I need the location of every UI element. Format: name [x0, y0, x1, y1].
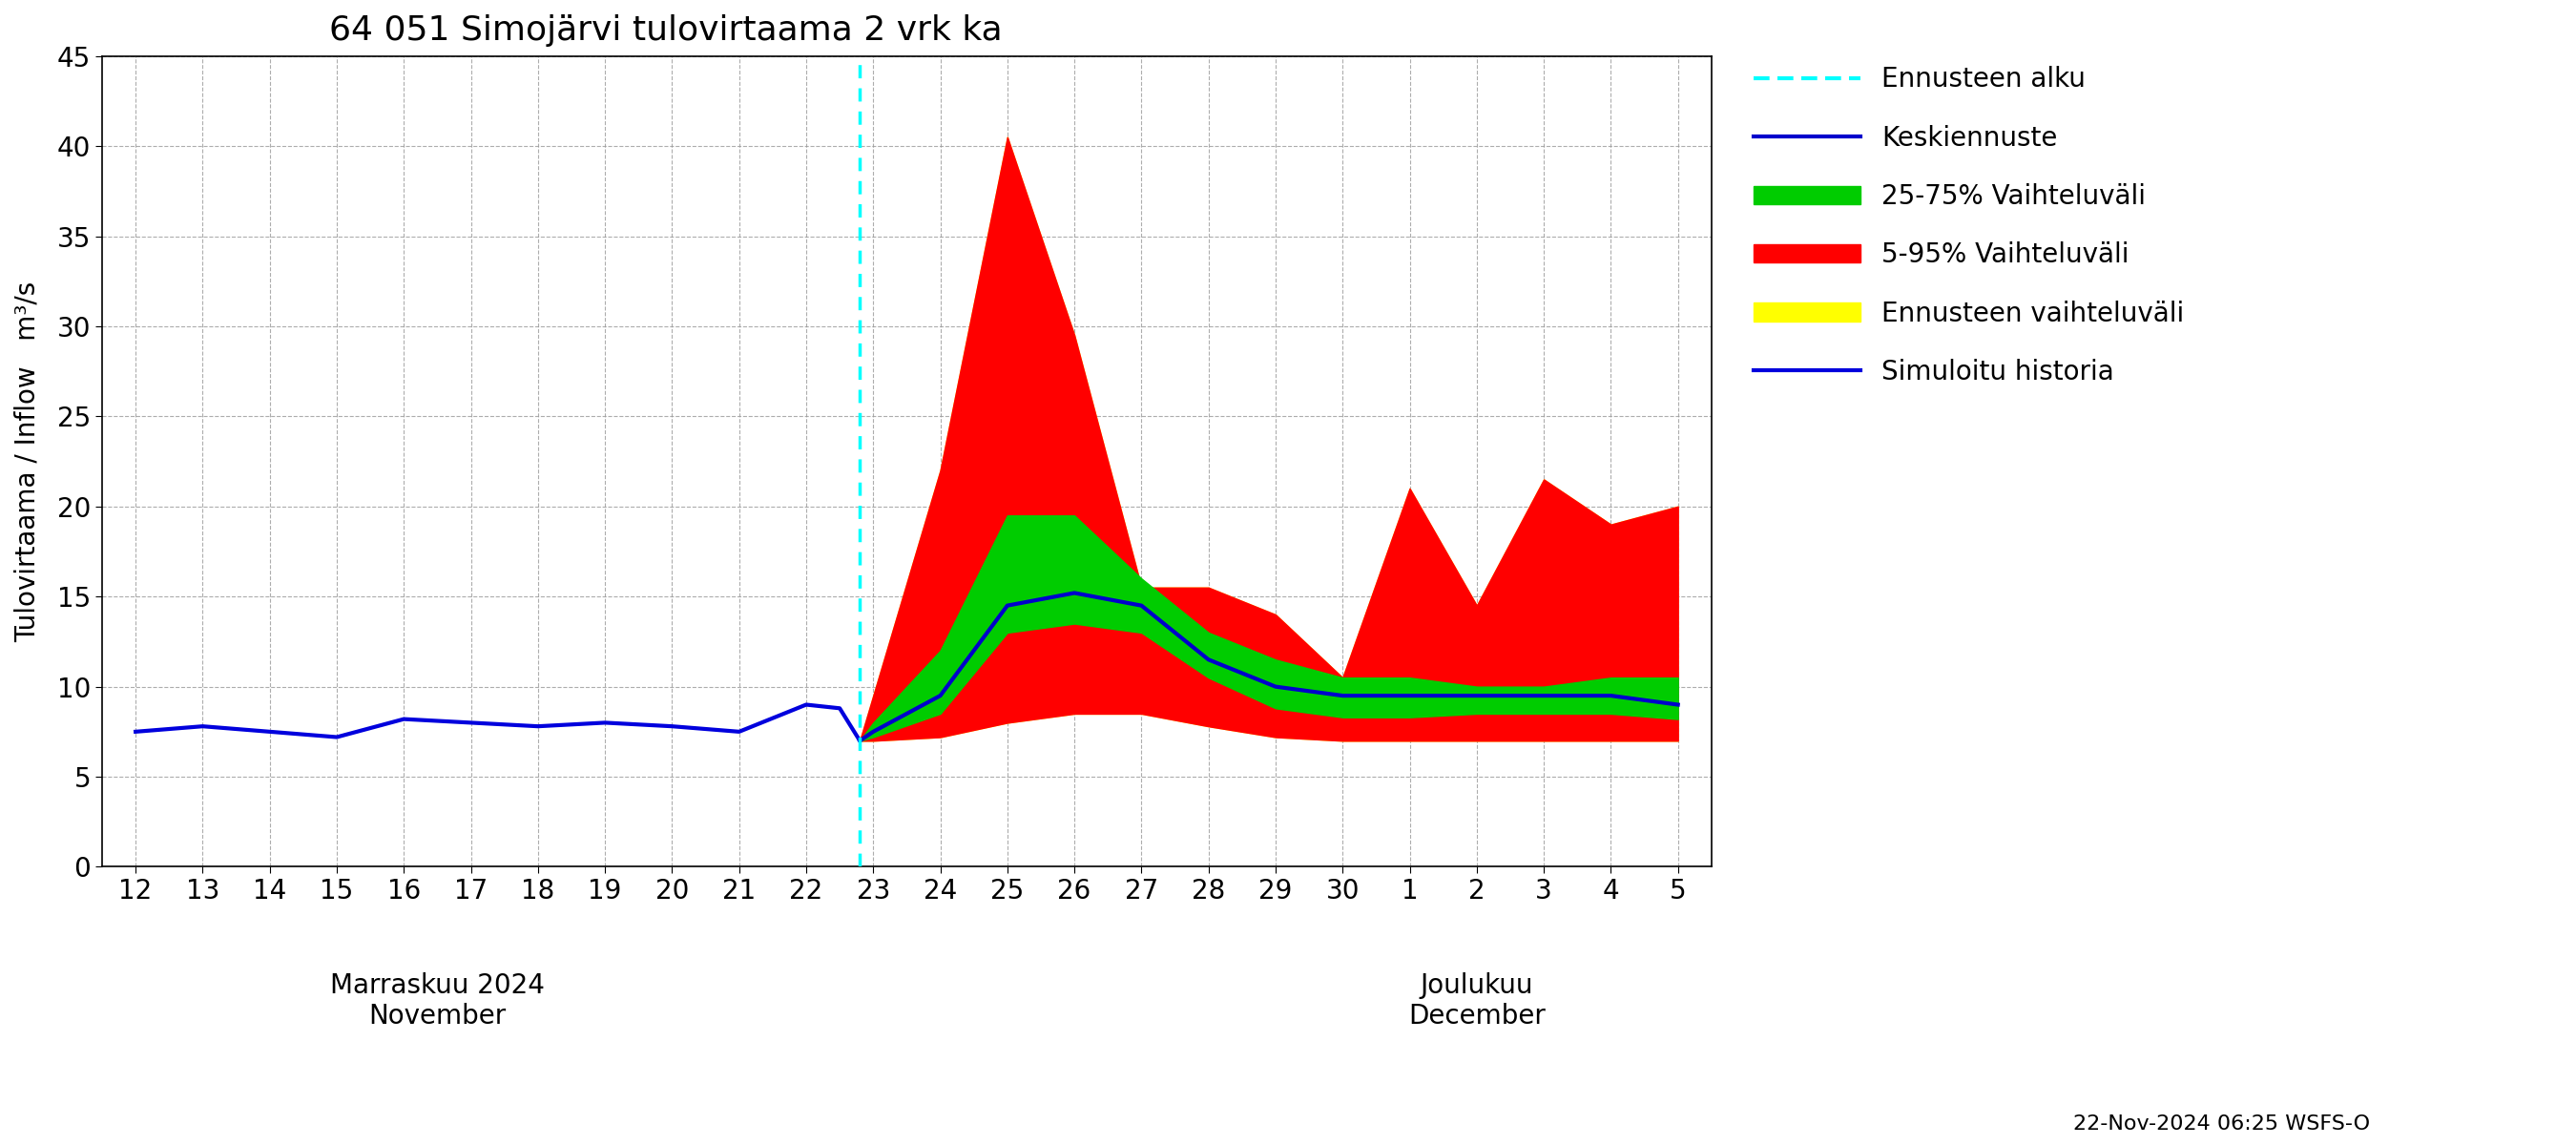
- Y-axis label: Tulovirtaama / Inflow   m³/s: Tulovirtaama / Inflow m³/s: [15, 281, 41, 642]
- Legend: Ennusteen alku, Keskiennuste, 25-75% Vaihteluväli, 5-95% Vaihteluväli, Ennusteen: Ennusteen alku, Keskiennuste, 25-75% Vai…: [1741, 53, 2197, 398]
- Text: Marraskuu 2024
November: Marraskuu 2024 November: [330, 972, 544, 1029]
- Text: 22-Nov-2024 06:25 WSFS-O: 22-Nov-2024 06:25 WSFS-O: [2074, 1114, 2370, 1134]
- Title: 64 051 Simojärvi tulovirtaama 2 vrk ka: 64 051 Simojärvi tulovirtaama 2 vrk ka: [330, 14, 1002, 47]
- Text: Joulukuu
December: Joulukuu December: [1409, 972, 1546, 1029]
